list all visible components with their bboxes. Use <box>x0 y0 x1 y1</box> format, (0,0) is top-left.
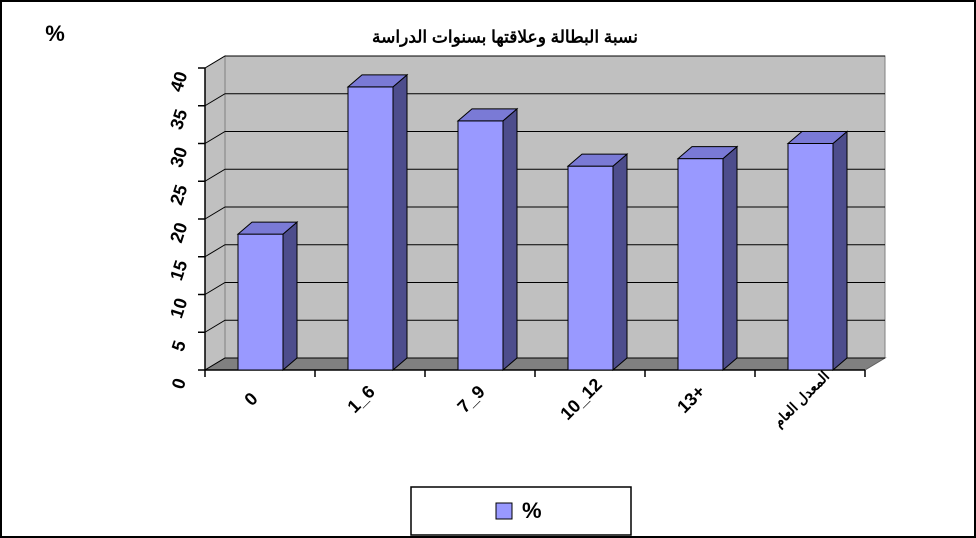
bar-front <box>567 165 614 371</box>
grid-line <box>204 131 885 144</box>
chart-title: نسبة البطالة وعلاقتها بسنوات الدراسة <box>372 27 638 47</box>
bar-top <box>346 74 409 88</box>
bar-front <box>787 143 834 371</box>
grid-line <box>204 244 885 258</box>
legend-swatch <box>495 502 513 520</box>
grid-line <box>204 93 885 107</box>
bar-top <box>236 221 299 235</box>
bar-top <box>566 153 629 167</box>
legend-box <box>410 486 632 536</box>
legend-label: % <box>522 498 542 523</box>
bar-front <box>347 86 394 371</box>
bar-top <box>786 131 849 144</box>
legend: % <box>410 486 632 536</box>
bar-front <box>677 158 724 371</box>
bar-top <box>456 108 519 122</box>
grid-line <box>204 206 885 220</box>
bar-side <box>392 73 408 372</box>
bar-top <box>676 146 739 160</box>
bar-side <box>832 130 848 372</box>
bar-front <box>237 233 284 371</box>
y-axis-label: % <box>45 21 65 46</box>
bar-side <box>722 145 738 372</box>
grid-line <box>204 55 885 69</box>
bar-side <box>612 153 628 372</box>
bar-side <box>502 107 518 372</box>
bar-side <box>282 221 298 372</box>
bar-front <box>457 120 504 371</box>
grid-line <box>204 168 885 182</box>
floor <box>203 357 887 371</box>
grid-line <box>204 319 885 333</box>
grid-line <box>204 357 885 371</box>
grid-line <box>204 282 885 295</box>
